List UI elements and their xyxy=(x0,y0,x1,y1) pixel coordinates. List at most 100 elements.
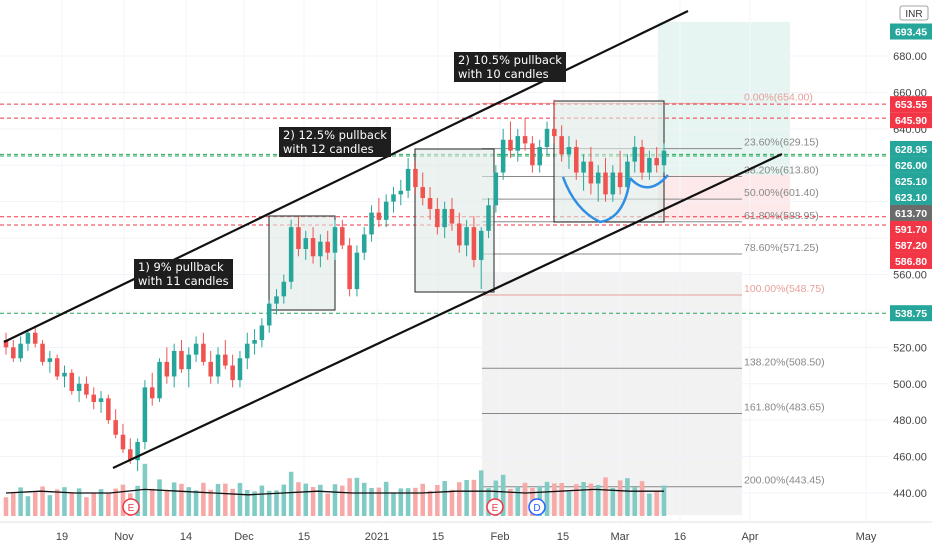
volume-bar xyxy=(595,485,601,516)
svg-text:INR: INR xyxy=(905,9,922,20)
candle-down xyxy=(347,245,352,290)
candle-up xyxy=(266,303,272,326)
time-tick-label: 19 xyxy=(56,531,68,543)
volume-bar xyxy=(435,485,440,516)
volume-bar xyxy=(245,490,250,516)
annotation-pullback-2: 2) 12.5% pullback with 12 candles xyxy=(279,127,391,157)
volume-bar xyxy=(288,471,294,516)
price-axis[interactable] xyxy=(888,0,932,550)
candle-up xyxy=(581,161,586,173)
candle-up xyxy=(661,150,667,166)
candle-down xyxy=(84,383,89,395)
price-tag-label: 587.20 xyxy=(895,240,927,252)
candle-down xyxy=(435,208,440,228)
price-tag-box xyxy=(890,220,932,237)
price-tick-label: 440.00 xyxy=(893,488,927,500)
volume-bar xyxy=(632,487,638,516)
volume-bar xyxy=(32,492,38,516)
volume-bar xyxy=(149,488,155,516)
candle-up xyxy=(142,387,148,443)
volume-bar xyxy=(383,481,389,516)
volume-bar xyxy=(405,488,411,516)
time-axis[interactable] xyxy=(0,522,888,550)
currency-badge[interactable]: INR xyxy=(899,5,929,21)
volume-bar xyxy=(171,482,177,516)
volume-bar xyxy=(508,489,513,516)
event-marker-label: E xyxy=(128,503,135,514)
candle-up xyxy=(186,354,192,370)
event-marker-circle xyxy=(486,498,504,516)
candle-down xyxy=(223,354,228,366)
volume-bar xyxy=(515,486,521,516)
candle-up xyxy=(566,147,572,155)
price-tag-label: 538.75 xyxy=(895,308,927,320)
annotation-pullback-1: 1) 9% pullback with 11 candles xyxy=(134,259,233,289)
volume-bar xyxy=(361,482,367,516)
candle-up xyxy=(537,147,542,166)
volume-bar xyxy=(84,497,89,516)
price-tag-label: 613.70 xyxy=(895,208,927,220)
time-tick-label: Dec xyxy=(234,531,254,543)
price-tag-box xyxy=(890,96,932,113)
candle-down xyxy=(164,361,170,377)
candle-up xyxy=(486,205,491,231)
fib-level-label: 78.60%(571.25) xyxy=(744,242,819,254)
price-tag-label: 653.55 xyxy=(895,99,927,111)
fib-level-label: 100.00%(548.75) xyxy=(744,283,825,295)
candle-down xyxy=(11,347,16,359)
volume-bar xyxy=(581,482,586,516)
candle-down xyxy=(420,187,425,199)
price-tag-label: 623.10 xyxy=(895,192,927,204)
volume-bar xyxy=(40,486,45,516)
volume-bar xyxy=(215,484,221,516)
candle-down xyxy=(639,147,645,173)
candle-up xyxy=(383,201,389,220)
event-marker-label: D xyxy=(533,503,540,514)
price-tag-box xyxy=(890,305,932,322)
volume-bar xyxy=(574,484,579,516)
volume-bar xyxy=(413,487,418,516)
time-tick-label: Nov xyxy=(114,531,134,543)
price-tag-box xyxy=(890,188,932,205)
candle-up xyxy=(515,136,521,151)
candle-down xyxy=(3,340,9,348)
channel-upper-line[interactable] xyxy=(3,10,689,343)
candle-up xyxy=(245,343,250,359)
candle-down xyxy=(522,136,528,144)
candle-up xyxy=(405,168,411,191)
channel-lower-line[interactable] xyxy=(112,153,783,469)
candle-up xyxy=(354,252,360,290)
volume-bar xyxy=(252,491,257,516)
volume-bar xyxy=(186,487,192,516)
candle-up xyxy=(391,194,396,202)
fib-level-label: 200.00%(443.45) xyxy=(744,475,825,487)
candle-up xyxy=(135,442,140,461)
candle-up xyxy=(647,157,652,173)
candle-down xyxy=(54,358,60,377)
volume-bar xyxy=(661,485,667,516)
candle-down xyxy=(449,208,455,224)
candle-down xyxy=(340,227,345,246)
price-tag-box xyxy=(890,112,932,129)
volume-bar xyxy=(588,483,594,516)
candle-down xyxy=(508,139,513,151)
volume-bar xyxy=(120,484,126,516)
fib-level-label: 138.20%(508.50) xyxy=(744,356,825,368)
time-tick-label: Mar xyxy=(611,531,630,543)
volume-bar xyxy=(457,482,462,516)
candle-up xyxy=(625,161,630,188)
volume-bar xyxy=(266,490,272,516)
volume-bar xyxy=(193,490,199,516)
volume-bar xyxy=(281,484,287,516)
candle-up xyxy=(157,361,162,399)
pullback-box-1 xyxy=(268,215,336,311)
price-tag-box xyxy=(890,156,932,173)
volume-bar xyxy=(98,489,104,516)
volume-bar xyxy=(230,488,235,516)
event-marker-circle xyxy=(528,498,546,516)
fib-level-label: 23.60%(629.15) xyxy=(744,137,819,149)
handle-curve xyxy=(629,174,669,189)
time-tick-label: 16 xyxy=(674,531,686,543)
volume-bar xyxy=(69,492,75,516)
